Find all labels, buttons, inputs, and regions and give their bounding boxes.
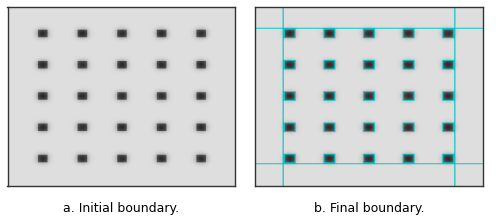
Text: a. Initial boundary.: a. Initial boundary.: [63, 202, 180, 215]
Text: b. Final boundary.: b. Final boundary.: [314, 202, 424, 215]
